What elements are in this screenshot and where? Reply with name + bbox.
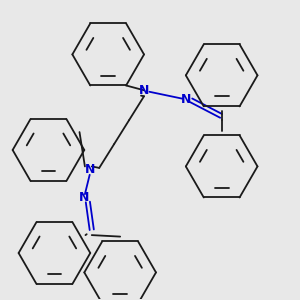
Text: N: N — [79, 191, 89, 204]
Text: N: N — [181, 93, 191, 106]
Text: N: N — [85, 163, 95, 176]
Text: N: N — [139, 84, 149, 97]
